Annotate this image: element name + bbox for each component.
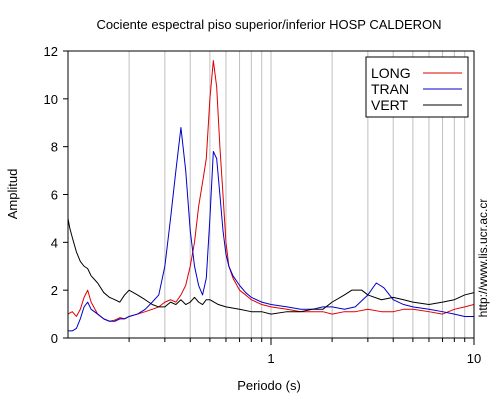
y-tick-label: 2 — [51, 283, 58, 298]
chart-title: Cociente espectral piso superior/inferio… — [96, 17, 441, 32]
legend-label-tran: TRAN — [371, 81, 409, 97]
y-tick-label: 0 — [51, 331, 58, 346]
series-lines — [68, 60, 474, 332]
axis-ticks: 0 2 4 6 8 10 12 1 10 — [44, 44, 482, 366]
series-line-tran — [68, 127, 474, 332]
series-line-long — [68, 60, 474, 322]
y-axis-label: Amplitud — [5, 169, 20, 220]
x-tick-label: 10 — [467, 351, 481, 366]
y-tick-label: 8 — [51, 140, 58, 155]
y-tick-label: 12 — [44, 44, 58, 59]
y-tick-label: 6 — [51, 188, 58, 203]
y-tick-label: 10 — [44, 92, 58, 107]
legend-label-vert: VERT — [371, 97, 409, 113]
y-tick-label: 4 — [51, 235, 58, 250]
x-axis-label: Periodo (s) — [237, 378, 301, 393]
legend-label-long: LONG — [371, 65, 411, 81]
legend-box — [365, 56, 469, 118]
x-tick-label: 1 — [267, 351, 274, 366]
legend: LONG TRAN VERT — [365, 56, 469, 118]
source-url-annotation: http://www.lis.ucr.ac.cr — [476, 199, 490, 318]
series-line-vert — [68, 218, 474, 315]
